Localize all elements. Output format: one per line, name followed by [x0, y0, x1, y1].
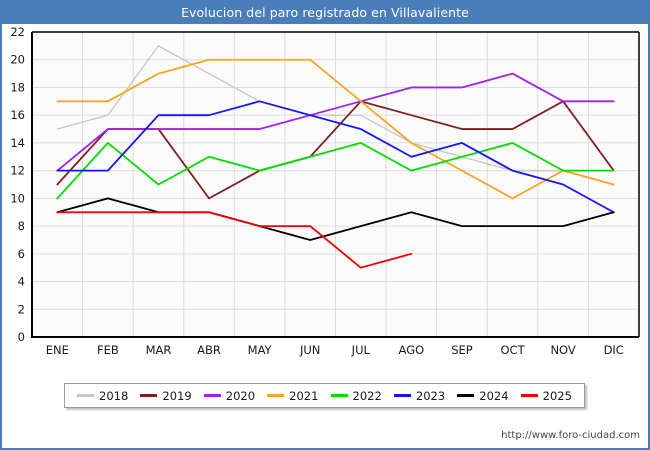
legend-item-label: 2022	[352, 388, 382, 403]
legend-item-2022[interactable]: 2022	[330, 388, 382, 403]
y-axis-tick-label: 10	[10, 191, 25, 205]
x-axis-tick-label: OCT	[500, 343, 525, 357]
legend-swatch-icon	[393, 394, 411, 397]
x-axis-tick-label: FEB	[97, 343, 119, 357]
data-series-2022[interactable]	[56, 142, 615, 200]
x-axis-tick-label: MAR	[146, 343, 172, 357]
x-axis-tick-label: AGO	[399, 343, 425, 357]
legend-item-2019[interactable]: 2019	[140, 388, 192, 403]
data-series-2020[interactable]	[56, 72, 615, 172]
chart-legend: 2018 2019 2020 2021 2022 2023 2024 2025	[64, 383, 585, 408]
legend-item-label: 2024	[479, 388, 509, 403]
y-axis-tick-label: 14	[10, 136, 25, 150]
legend-swatch-icon	[267, 394, 285, 397]
legend-swatch-icon	[140, 394, 158, 397]
x-axis-tick-label: NOV	[550, 343, 575, 357]
y-axis-tick-label: 8	[18, 219, 25, 233]
legend-item-label: 2023	[415, 388, 446, 403]
x-axis-tick-label: JUN	[299, 343, 320, 357]
x-axis-tick-label: JUL	[351, 343, 371, 357]
legend-item-label: 2025	[542, 388, 572, 403]
y-axis-tick-label: 12	[10, 164, 25, 178]
y-axis-tick-label: 20	[10, 53, 25, 67]
data-series-2018[interactable]	[56, 45, 615, 186]
y-axis-tick-label: 6	[18, 247, 25, 261]
chart-plot-area: 0 2 4 6 8 10 12 14 16 18 20 22 ENE FEB MAR ABR MAY JUN JUL…	[2, 24, 648, 448]
legend-item-2021[interactable]: 2021	[267, 389, 318, 403]
legend-swatch-icon	[330, 394, 348, 397]
y-axis-tick-label: 18	[10, 80, 25, 94]
data-series-2024[interactable]	[56, 197, 615, 241]
y-axis-tick-label: 0	[18, 330, 25, 344]
x-axis-tick-label: ENE	[46, 343, 69, 357]
legend-swatch-icon	[457, 394, 475, 397]
y-axis-tick-label: 4	[18, 275, 25, 289]
legend-item-2025[interactable]: 2025	[520, 388, 572, 403]
legend-swatch-icon	[203, 394, 221, 397]
legend-item-label: 2020	[225, 388, 256, 403]
x-axis-tick-label: MAY	[248, 343, 273, 357]
legend-item-label: 2021	[289, 388, 319, 403]
legend-item-2024[interactable]: 2024	[457, 388, 509, 403]
legend-item-label: 2019	[162, 388, 192, 403]
data-series-2021[interactable]	[56, 58, 615, 200]
y-axis-tick-label: 22	[10, 25, 25, 39]
x-axis-tick-label: DIC	[604, 343, 624, 357]
legend-item-2018[interactable]: 2018	[77, 389, 128, 403]
data-series-2023[interactable]	[56, 100, 615, 214]
legend-item-2023[interactable]: 2023	[393, 388, 446, 403]
window-title: Evolucion del paro registrado en Villava…	[2, 2, 648, 24]
legend-item-2020[interactable]: 2020	[203, 388, 256, 403]
line-chart: 0 2 4 6 8 10 12 14 16 18 20 22 ENE FEB MAR ABR MAY JUN JUL…	[10, 24, 640, 357]
y-axis-tick-label: 16	[10, 108, 25, 122]
x-axis-tick-label: SEP	[451, 343, 473, 357]
source-url: http://www.foro-ciudad.com	[501, 430, 640, 441]
data-series-2025[interactable]	[56, 211, 413, 269]
legend-swatch-icon	[520, 394, 538, 397]
legend-item-label: 2018	[99, 388, 129, 403]
x-axis-tick-label: ABR	[197, 343, 221, 357]
y-axis-tick-label: 2	[18, 302, 25, 316]
legend-swatch-icon	[77, 394, 95, 397]
